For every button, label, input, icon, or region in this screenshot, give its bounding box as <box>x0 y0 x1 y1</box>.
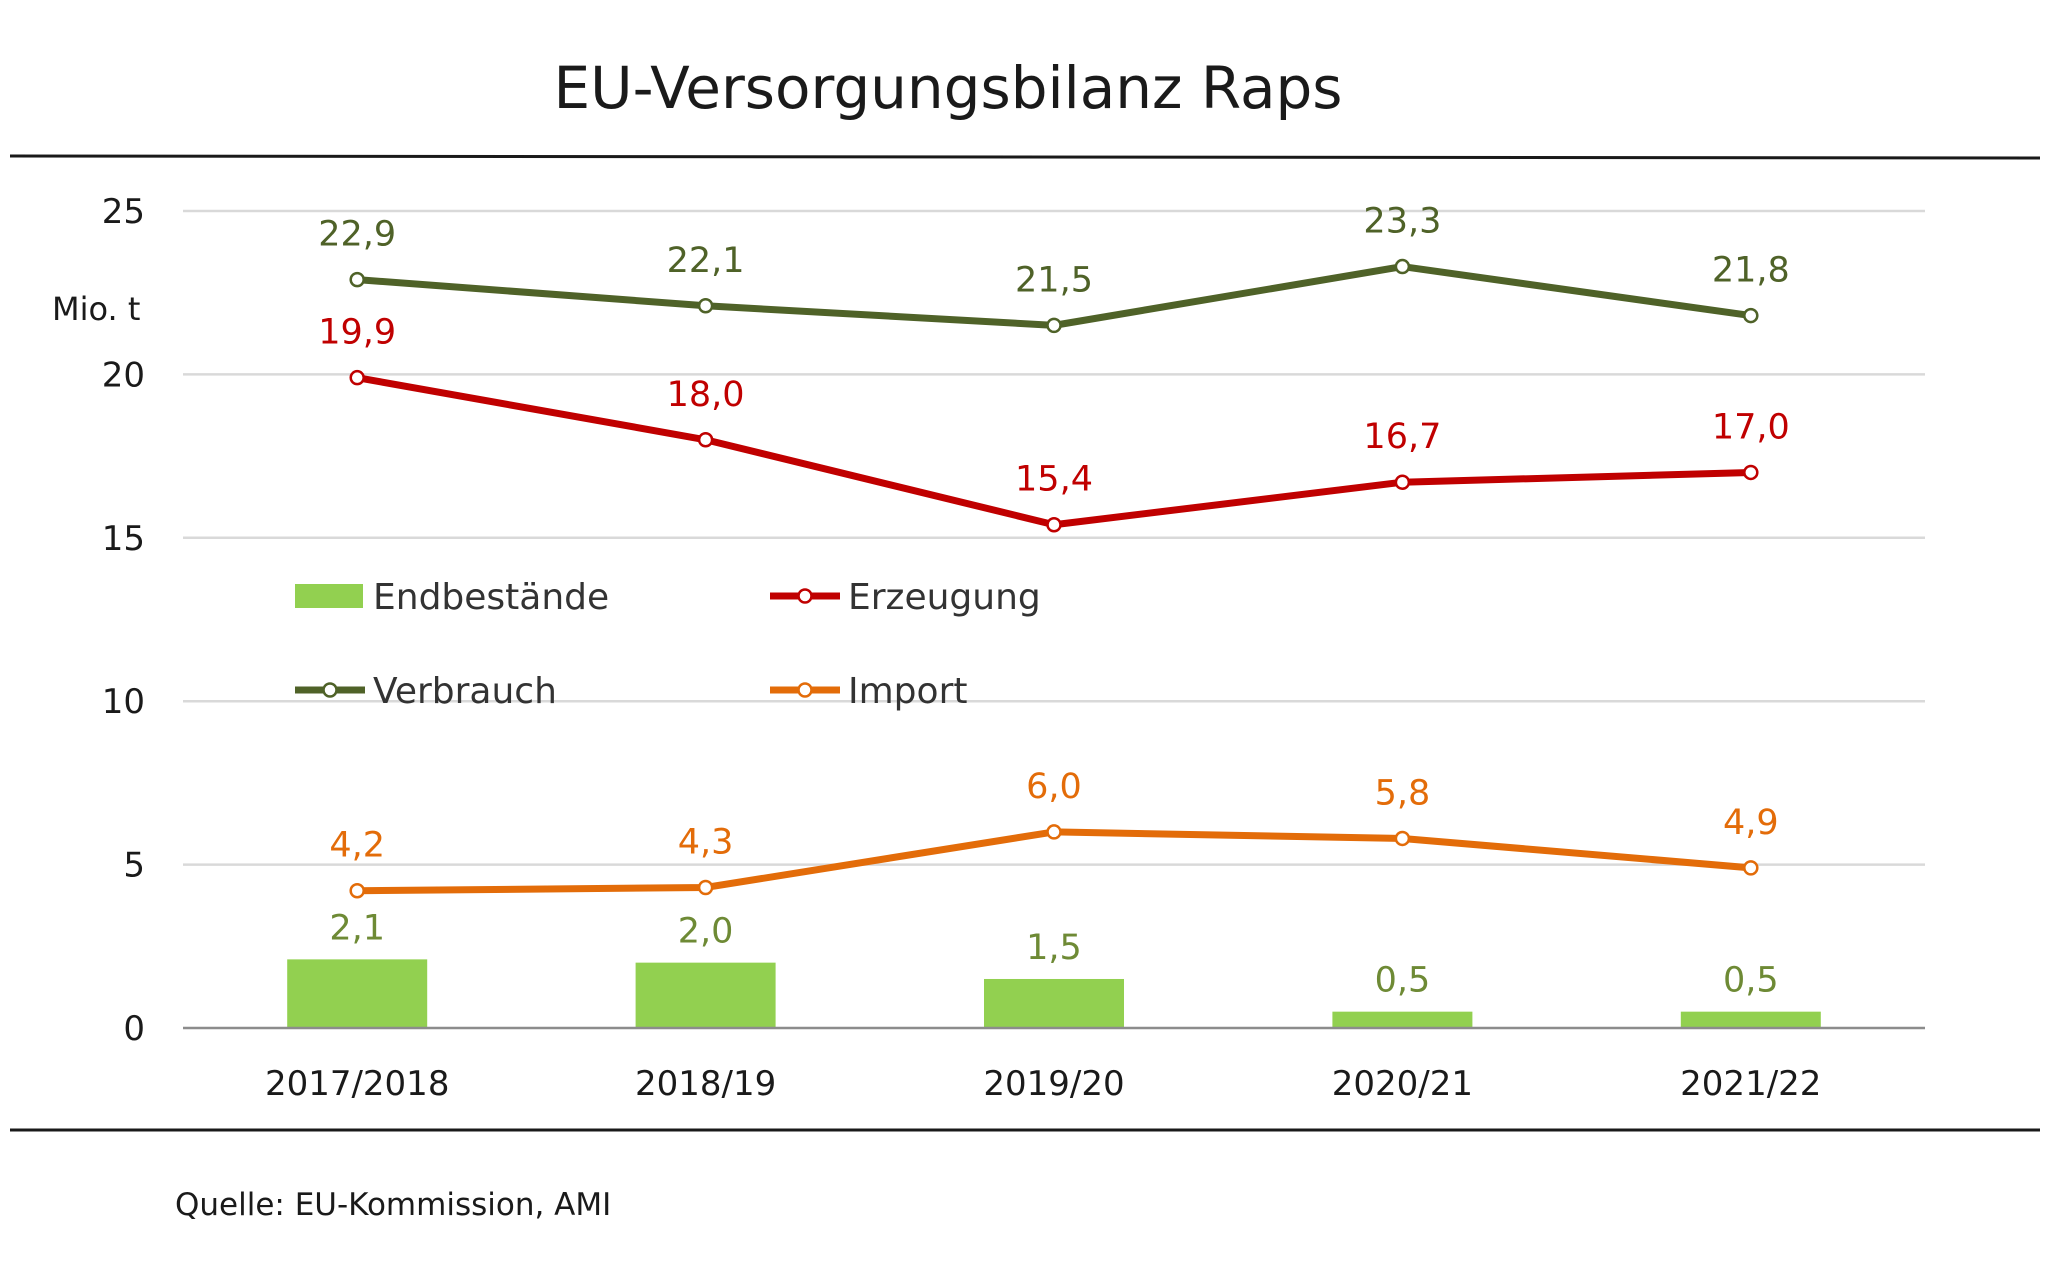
point-import-1 <box>697 879 714 896</box>
data-label-endbestnde-3: 0,5 <box>1375 961 1431 1001</box>
data-label-erzeugung-3: 16,7 <box>1363 417 1441 457</box>
point-import-3 <box>1394 830 1411 847</box>
data-label-verbrauch-1: 22,1 <box>667 241 745 281</box>
point-import-0 <box>349 882 365 899</box>
legend-label-endbestnde: Endbestände <box>373 577 609 618</box>
line-erzeugung <box>356 374 1751 529</box>
legend-swatch-endbestnde <box>295 584 363 608</box>
legend-marker-verbrauch <box>322 682 338 698</box>
y-axis-ticks: 0 5 10 15 20 25 <box>102 192 145 1049</box>
data-labels: 2,1 2,0 1,5 0,5 0,5 19,9 18,0 15,4 16,7 17,0 22,9 2… <box>318 202 1790 1001</box>
x-category-label: 2020/21 <box>1332 1064 1473 1104</box>
data-label-verbrauch-4: 21,8 <box>1712 251 1790 291</box>
chart-title: EU-Versorgungsbilanz Raps <box>553 54 1342 122</box>
x-category-label: 2017/2018 <box>265 1064 450 1104</box>
x-category-label: 2018/19 <box>635 1064 776 1104</box>
y-axis-unit: Mio. t <box>52 290 140 328</box>
line-import <box>357 828 1752 895</box>
bar-endbestnde-0 <box>287 959 428 1028</box>
data-label-endbestnde-2: 1,5 <box>1026 928 1082 968</box>
point-import-2 <box>1046 824 1062 840</box>
data-label-erzeugung-1: 18,0 <box>667 375 745 415</box>
point-erzeugung-3 <box>1394 474 1411 490</box>
data-label-verbrauch-3: 23,3 <box>1363 202 1441 242</box>
point-verbrauch-2 <box>1046 317 1062 334</box>
point-verbrauch-1 <box>697 298 714 314</box>
y-tick-label: 5 <box>123 846 145 886</box>
bar-endbestnde-4 <box>1680 1011 1821 1028</box>
data-label-endbestnde-4: 0,5 <box>1723 961 1779 1001</box>
y-tick-label: 10 <box>102 682 145 722</box>
y-tick-label: 15 <box>102 519 145 559</box>
top-rule <box>9 154 2041 160</box>
data-label-import-1: 4,3 <box>678 822 734 862</box>
point-verbrauch-3 <box>1394 258 1411 275</box>
bar-endbestnde-1 <box>635 962 776 1028</box>
point-erzeugung-1 <box>697 432 714 448</box>
legend-label-erzeugung: Erzeugung <box>848 577 1041 618</box>
source-note: Quelle: EU-Kommission, AMI <box>175 1187 611 1223</box>
point-import-4 <box>1743 860 1759 876</box>
bar-endbestnde-3 <box>1332 1011 1473 1028</box>
point-verbrauch-4 <box>1743 307 1759 324</box>
data-label-erzeugung-4: 17,0 <box>1712 407 1790 447</box>
y-tick-label: 20 <box>102 355 145 395</box>
y-tick-label: 25 <box>102 192 145 232</box>
legend-label-verbrauch: Verbrauch <box>373 671 557 712</box>
data-label-verbrauch-0: 22,9 <box>318 215 396 255</box>
legend-marker-import <box>797 682 813 698</box>
legend-label-import: Import <box>848 671 967 712</box>
data-label-import-4: 4,9 <box>1723 803 1779 843</box>
x-category-label: 2021/22 <box>1680 1064 1821 1104</box>
bar-series <box>287 959 1821 1028</box>
gridlines <box>183 209 1925 866</box>
point-verbrauch-0 <box>349 271 365 288</box>
data-label-import-3: 5,8 <box>1375 773 1431 813</box>
data-label-endbestnde-0: 2,1 <box>329 908 385 948</box>
line-series <box>349 258 1759 899</box>
x-category-label: 2019/20 <box>983 1064 1124 1104</box>
legend-marker-erzeugung <box>797 588 813 604</box>
data-label-endbestnde-1: 2,0 <box>678 912 734 952</box>
y-tick-label: 0 <box>123 1009 145 1049</box>
bar-endbestnde-2 <box>984 978 1124 1028</box>
data-label-erzeugung-0: 19,9 <box>318 313 396 353</box>
data-label-import-0: 4,2 <box>329 826 385 866</box>
data-label-verbrauch-2: 21,5 <box>1015 260 1093 300</box>
point-erzeugung-0 <box>349 369 365 386</box>
point-erzeugung-2 <box>1046 516 1062 533</box>
legend: Endbestände Erzeugung Verbrauch Import <box>295 577 1041 712</box>
x-axis-categories: 2017/2018 2018/19 2019/20 2020/21 2021/22 <box>265 1064 1821 1104</box>
data-label-erzeugung-2: 15,4 <box>1015 460 1093 500</box>
point-erzeugung-4 <box>1743 464 1759 481</box>
data-label-import-2: 6,0 <box>1026 767 1082 807</box>
